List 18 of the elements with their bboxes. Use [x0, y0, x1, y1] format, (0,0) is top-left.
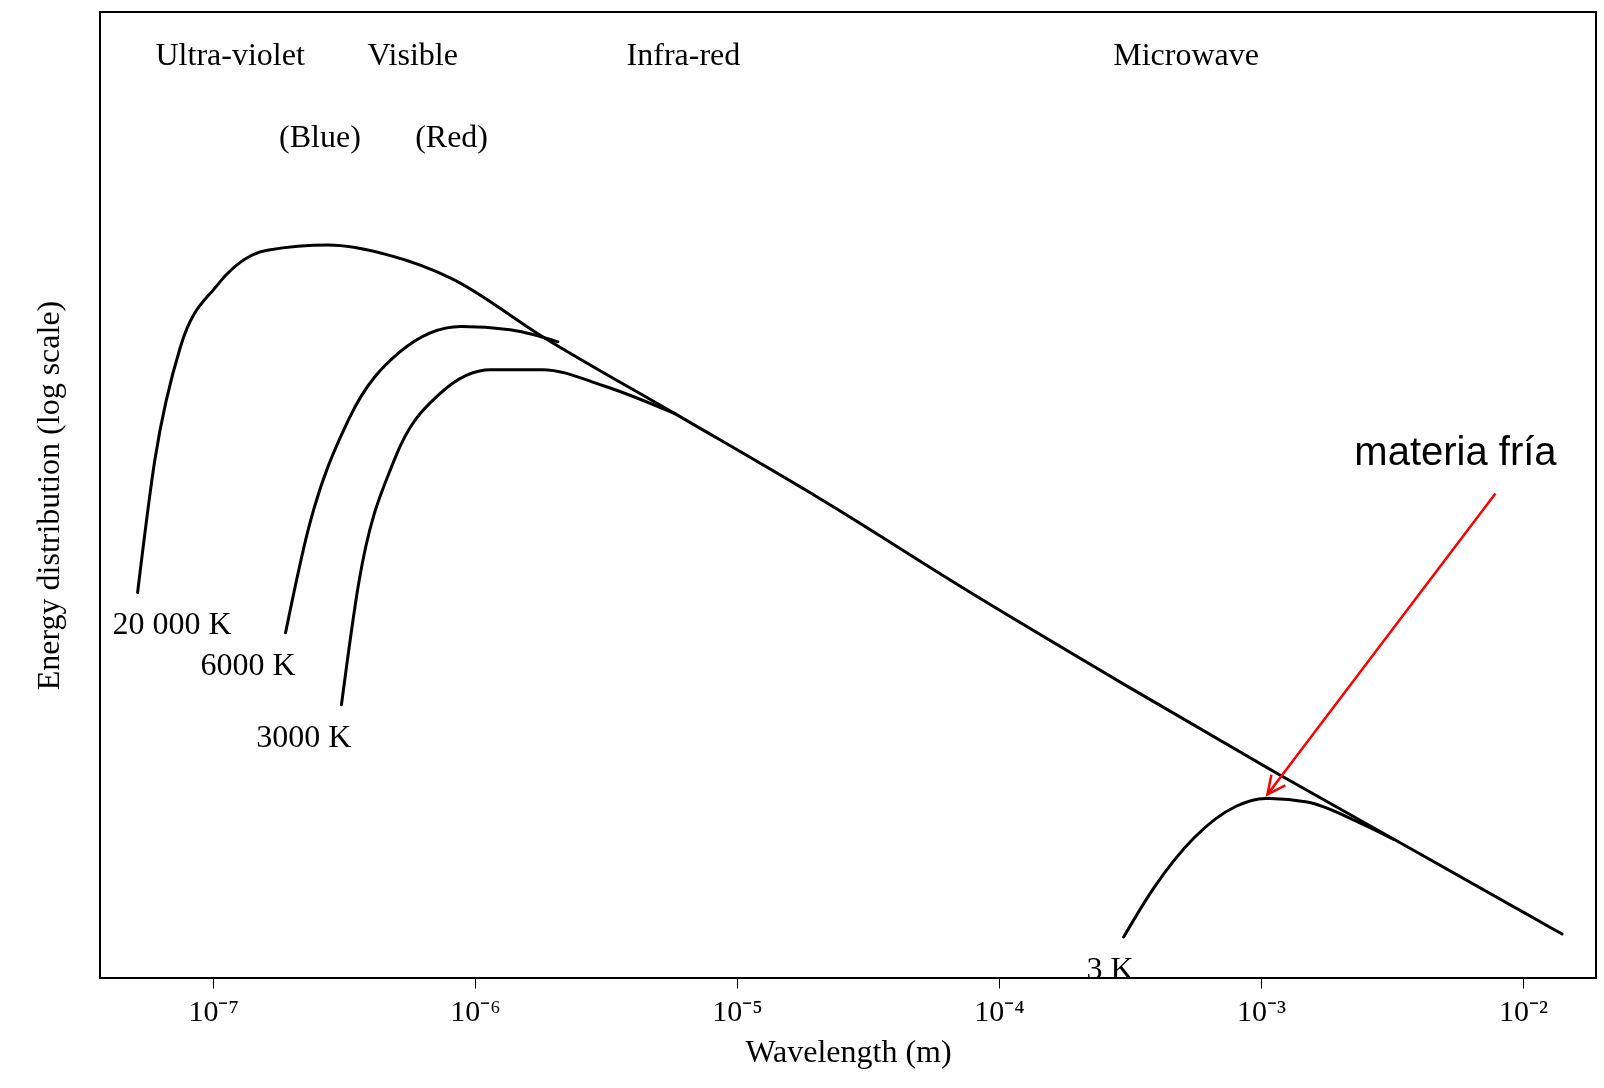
- text: (Blue): [279, 118, 361, 154]
- text: Ultra-violet: [155, 36, 305, 72]
- x-axis-title: Wavelength (m): [745, 1032, 952, 1069]
- text: (Red): [415, 118, 488, 154]
- y-axis-title: Energy distribution (log scale): [29, 300, 66, 691]
- text: Infra-red: [626, 36, 741, 72]
- text: Visible: [367, 36, 458, 72]
- series-label: 6000 K: [200, 645, 296, 682]
- x-tick-label: 10⁻⁵: [712, 993, 763, 1027]
- x-tick-label: 10⁻²: [1498, 993, 1548, 1027]
- x-tick-label: 10⁻⁶: [450, 993, 501, 1027]
- x-tick-label: 10⁻³: [1237, 993, 1286, 1027]
- x-tick-label: 10⁻⁷: [188, 993, 239, 1027]
- series-label: 20 000 K: [112, 605, 232, 642]
- annotation: materia fría: [1354, 429, 1558, 474]
- text: Microwave: [1113, 36, 1259, 72]
- x-tick-label: 10⁻⁴: [974, 993, 1025, 1027]
- series-label: 3000 K: [256, 717, 352, 754]
